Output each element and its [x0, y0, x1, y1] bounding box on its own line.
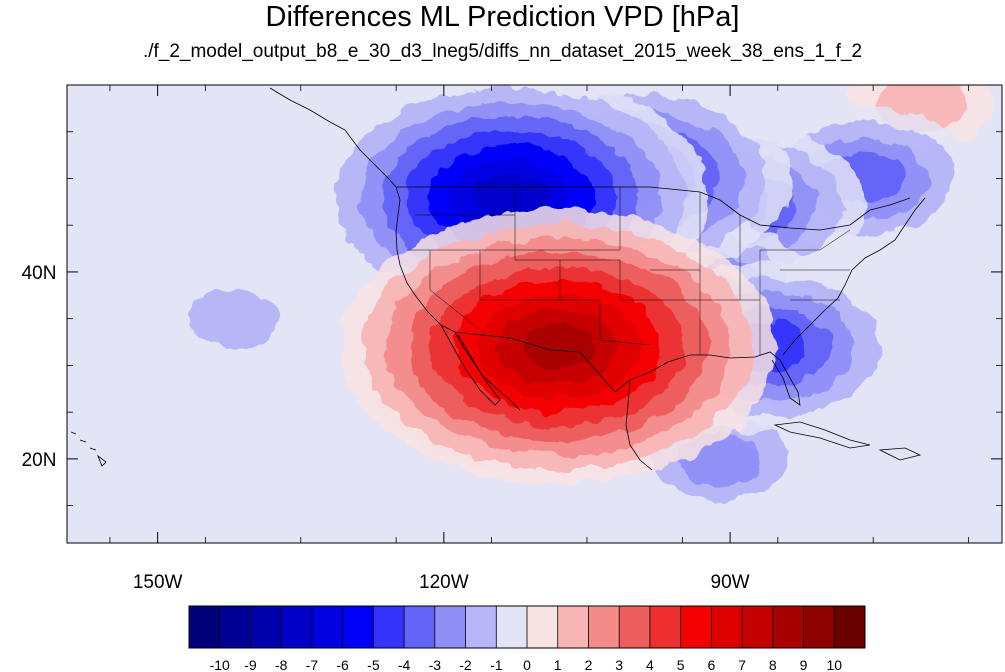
colorbar-swatch	[588, 606, 620, 648]
colorbar-swatch	[680, 606, 712, 648]
baja-coastline	[440, 324, 501, 406]
colorbar-swatch	[404, 606, 436, 648]
colorbar-swatch	[219, 606, 251, 648]
colorbar-swatch	[742, 606, 774, 648]
colorbar-swatch	[465, 606, 497, 648]
map-axes: 150W 120W 90W 20N 40N	[22, 85, 1002, 593]
colorbar-label: 9	[800, 657, 808, 672]
alaska-coastline	[269, 87, 397, 188]
colorbar-label: -6	[336, 657, 349, 672]
colorbar-label: 1	[554, 657, 562, 672]
colorbar-label: -10	[210, 657, 230, 672]
colorbar-swatch	[281, 606, 313, 648]
colorbar-label: -3	[429, 657, 442, 672]
y-tick-label: 20N	[22, 450, 57, 471]
colorbar-label: -5	[367, 657, 380, 672]
field-contour	[473, 174, 548, 221]
colorbar-label: -2	[459, 657, 472, 672]
colorbar-swatch	[619, 606, 651, 648]
x-tick-label: 90W	[711, 572, 750, 593]
colorbar: -10 -9 -8 -7 -6 -5 -4 -3 -2 -1 0 1 2 3 4 5 6 7 8 9 10	[188, 605, 866, 672]
pacific-coastline	[395, 186, 521, 411]
colorbar-swatch	[189, 606, 221, 648]
map-plot-area	[67, 85, 1002, 543]
colorbar-label: 10	[827, 657, 843, 672]
field-contour	[295, 453, 402, 521]
x-tick-label: 150W	[133, 572, 183, 593]
cuba	[773, 421, 871, 449]
colorbar-swatch	[434, 606, 466, 648]
colorbar-swatch	[557, 606, 589, 648]
colorbar-label: 3	[615, 657, 623, 672]
colorbar-label: -4	[398, 657, 411, 672]
colorbar-swatch	[772, 606, 804, 648]
colorbar-label: 8	[769, 657, 777, 672]
colorbar-label: -9	[244, 657, 257, 672]
us-mexico-border	[454, 331, 631, 393]
atlantic-coastline	[782, 197, 926, 356]
colorbar-label: 5	[677, 657, 685, 672]
colorbar-swatch	[711, 606, 743, 648]
chart-title: Differences ML Prediction VPD [hPa]	[265, 1, 740, 33]
state-lines	[407, 187, 851, 355]
colorbar-swatch	[250, 606, 282, 648]
colorbar-swatch	[803, 606, 835, 648]
colorbar-swatch	[496, 606, 528, 648]
colorbar-label: -7	[306, 657, 319, 672]
colorbar-label: 7	[738, 657, 746, 672]
colorbar-label: 4	[646, 657, 654, 672]
field-contour	[522, 323, 595, 370]
x-tick-label: 120W	[419, 572, 469, 593]
colorbar-swatch	[649, 606, 682, 648]
colorbar-frame	[188, 605, 866, 649]
colorbar-swatch	[834, 606, 866, 648]
colorbar-label: 2	[585, 657, 593, 672]
colorbar-swatch	[311, 606, 344, 648]
colorbar-swatch	[373, 606, 405, 648]
political-borders	[70, 87, 926, 471]
colorbar-label: -8	[275, 657, 288, 672]
vpd-difference-field	[160, 85, 995, 521]
colorbar-label: 0	[523, 657, 531, 672]
colorbar-swatch	[527, 606, 559, 648]
hispaniola	[878, 447, 922, 461]
field-contour	[188, 290, 280, 348]
us-canada-border	[396, 186, 911, 231]
y-tick-label: 40N	[22, 263, 57, 284]
colorbar-swatch	[342, 606, 374, 648]
chart-subtitle: ./f_2_model_output_b8_e_30_d3_lneg5/diff…	[142, 41, 863, 62]
mexico-gulf-coastline	[625, 379, 653, 471]
colorbar-label: 6	[708, 657, 716, 672]
plot-frame	[66, 84, 1003, 544]
gulf-coastline	[629, 351, 801, 406]
colorbar-label: -1	[490, 657, 503, 672]
hawaii-islands	[70, 431, 107, 467]
